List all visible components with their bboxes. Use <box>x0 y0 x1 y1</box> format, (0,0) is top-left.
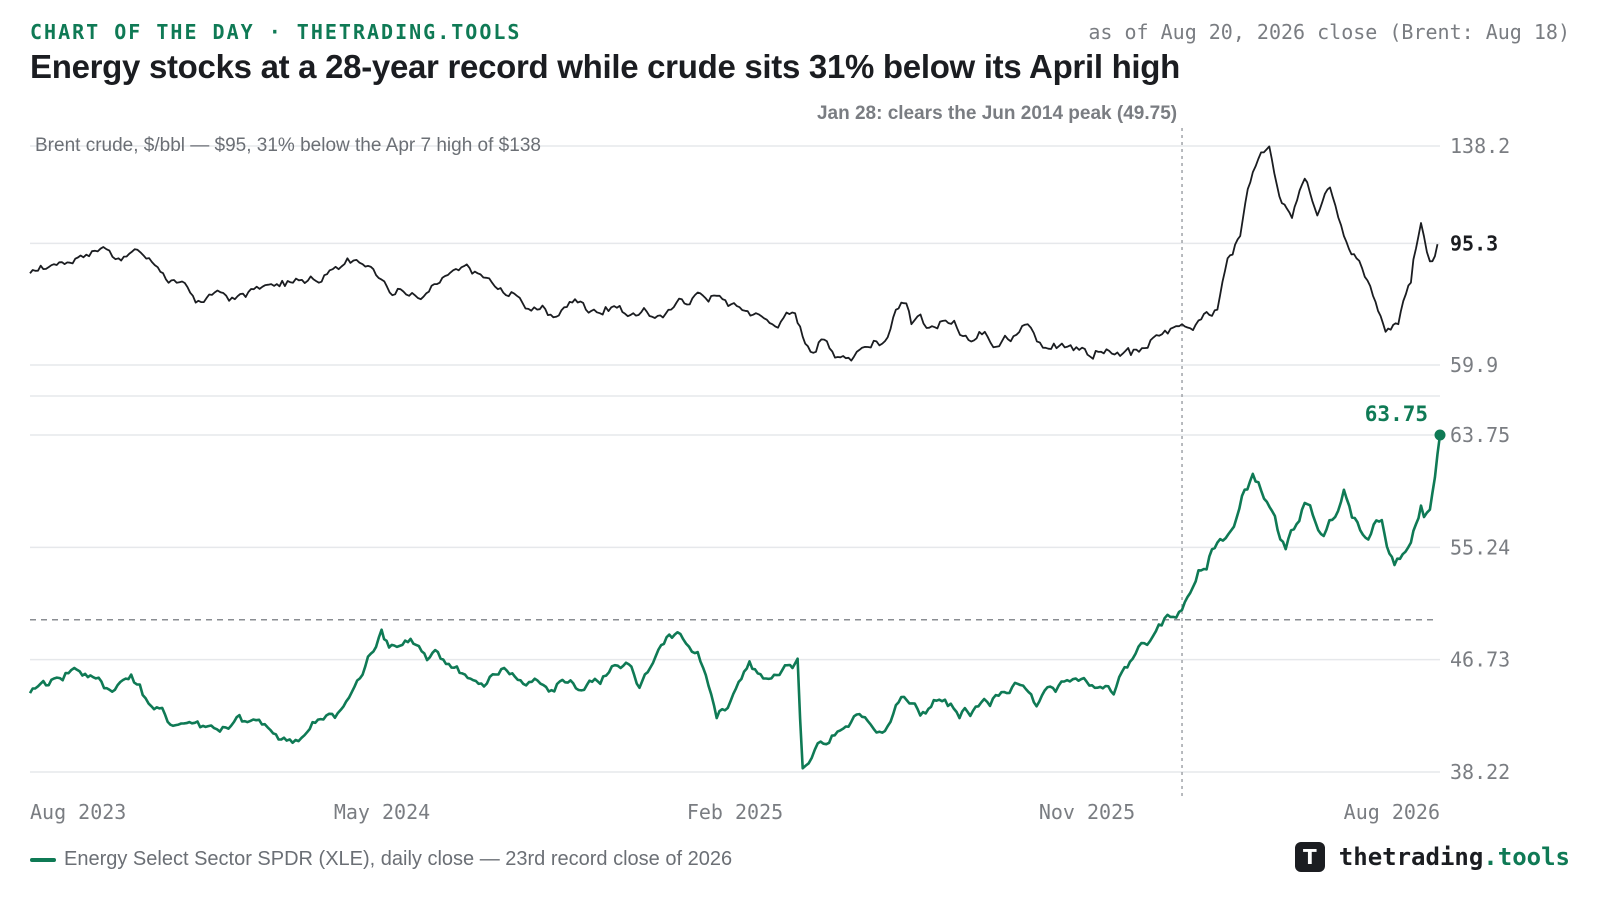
xle-y-tick-label: 38.22 <box>1450 760 1510 784</box>
x-tick-label: Nov 2025 <box>1039 800 1135 824</box>
xle-y-tick-label: 63.75 <box>1450 423 1510 447</box>
grid-layer <box>30 145 1440 773</box>
chart-kicker: CHART OF THE DAY · THETRADING.TOOLS <box>30 20 522 44</box>
brand-mark[interactable]: T thetrading .tools <box>1294 842 1570 872</box>
legend-swatch-xle <box>30 857 56 862</box>
annotation-label: Jan 28: clears the Jun 2014 peak (49.75) <box>817 103 1177 124</box>
label-layer: 138.2 95.3 59.9 63.75 55.24 46.73 38.22 Jan 28:… <box>30 103 1510 824</box>
x-tick-label: Aug 2023 <box>30 800 126 824</box>
brand-logo-icon: T <box>1294 842 1325 872</box>
series-layer <box>28 145 1446 770</box>
xle-last-point <box>1434 429 1446 441</box>
xle-y-tick-label: 46.73 <box>1450 648 1510 672</box>
brent-y-tick-label: 138.2 <box>1450 134 1510 158</box>
brent-panel-label: Brent crude, $/bbl — $95, 31% below the … <box>35 135 541 156</box>
legend-label-xle: Energy Select Sector SPDR (XLE), daily c… <box>64 848 733 870</box>
xle-line <box>28 434 1442 770</box>
chart-legend: Energy Select Sector SPDR (XLE), daily c… <box>30 848 732 871</box>
xle-y-tick-label: 55.24 <box>1450 535 1510 559</box>
brent-y-tick-label: 59.9 <box>1450 353 1498 377</box>
as-of-date: as of Aug 20, 2026 close (Brent: Aug 18) <box>1088 20 1570 44</box>
chart-title: Energy stocks at a 28-year record while … <box>30 48 1181 85</box>
brand-name-accent: .tools <box>1483 843 1570 871</box>
x-tick-label: May 2024 <box>334 800 430 824</box>
reference-layer <box>30 128 1436 800</box>
xle-last-value-label: 63.75 <box>1365 402 1428 426</box>
x-tick-label: Feb 2025 <box>687 800 783 824</box>
brand-name: thetrading <box>1338 843 1484 871</box>
brent-y-tick-label: 95.3 <box>1450 231 1498 255</box>
brent-line <box>29 145 1439 362</box>
x-tick-label: Aug 2026 <box>1344 800 1440 824</box>
